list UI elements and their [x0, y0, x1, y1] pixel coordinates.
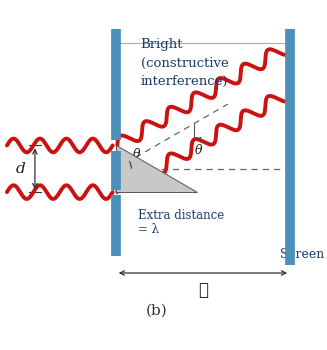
- Text: Extra distance: Extra distance: [138, 209, 224, 222]
- Text: (constructive: (constructive: [141, 57, 229, 70]
- Text: interference): interference): [141, 76, 228, 89]
- Text: Bright: Bright: [141, 38, 183, 51]
- Text: = λ: = λ: [138, 223, 159, 236]
- Text: ℓ: ℓ: [198, 282, 208, 299]
- Polygon shape: [116, 146, 197, 192]
- Text: d: d: [16, 162, 26, 176]
- Text: (b): (b): [146, 304, 167, 318]
- Text: θ: θ: [133, 148, 140, 161]
- Text: Screen: Screen: [280, 248, 325, 261]
- Text: θ: θ: [195, 144, 203, 157]
